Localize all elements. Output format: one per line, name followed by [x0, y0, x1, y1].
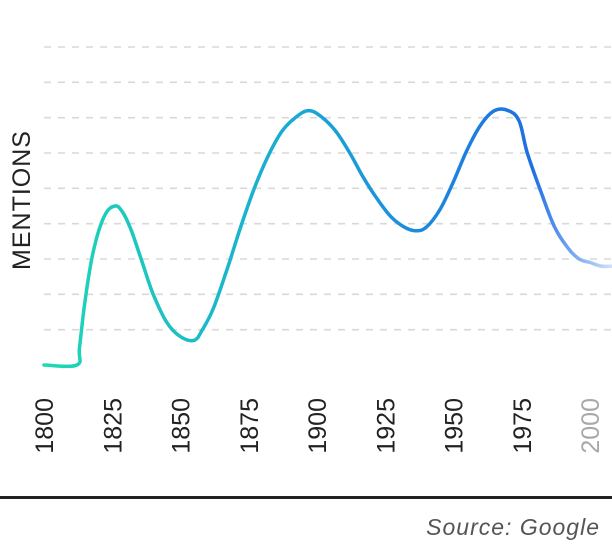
gridlines: [44, 46, 612, 331]
y-axis-title: MENTIONS: [8, 130, 36, 270]
footer-divider: [0, 496, 612, 499]
x-tick-label-1925: 1925: [372, 398, 400, 454]
x-tick-label-1950: 1950: [441, 398, 469, 454]
x-tick-label-1975: 1975: [509, 398, 537, 454]
series-line-mentions: [42, 107, 612, 369]
x-tick-label-1900: 1900: [304, 398, 332, 454]
x-tick-label-2000: 2000: [577, 398, 605, 454]
source-note: Source: Google: [426, 514, 600, 540]
x-tick-label-1850: 1850: [168, 398, 196, 454]
x-tick-label-1875: 1875: [236, 398, 264, 454]
x-tick-label-1800: 1800: [31, 398, 59, 454]
x-axis-tick-labels: 1800 1825 1850 1875 1900 1925 1950 1975 2000: [31, 398, 605, 454]
x-tick-label-1825: 1825: [99, 398, 127, 454]
